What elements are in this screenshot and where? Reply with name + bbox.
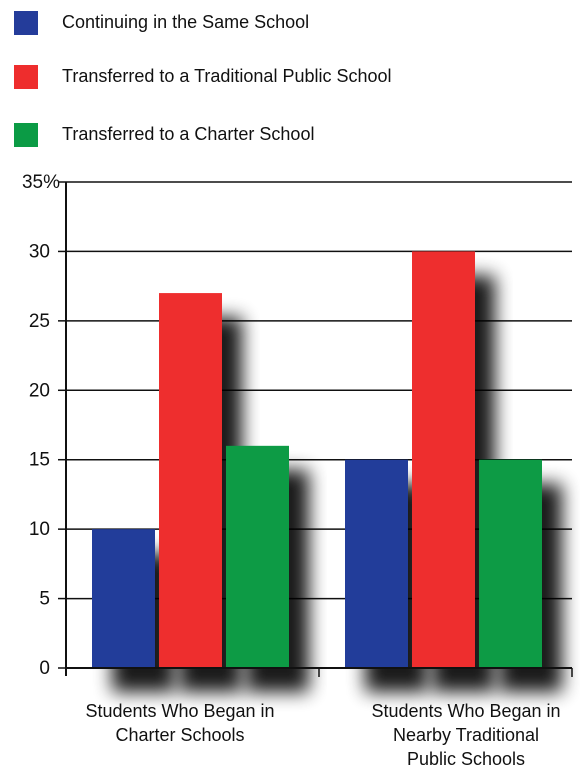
y-tick-label: 15 bbox=[29, 450, 50, 471]
legend-label: Transferred to a Charter School bbox=[62, 124, 314, 144]
x-category-labels: Students Who Began in Charter SchoolsStud… bbox=[85, 701, 560, 769]
y-tick-labels: 0 5 10 15 20 25 30 35% bbox=[22, 172, 60, 679]
bar bbox=[345, 459, 408, 668]
legend-swatch bbox=[14, 65, 38, 89]
y-tick-label: 10 bbox=[29, 519, 50, 540]
legend-swatch bbox=[14, 123, 38, 147]
x-category-label-line: Students Who Began in bbox=[85, 701, 274, 721]
axes bbox=[58, 181, 573, 677]
x-category-label-line: Public Schools bbox=[407, 749, 525, 769]
legend-swatch bbox=[14, 11, 38, 35]
y-tick-label: 20 bbox=[29, 380, 50, 401]
y-tick-label: 25 bbox=[29, 311, 50, 332]
y-tick-label: 0 bbox=[39, 658, 50, 679]
bar bbox=[412, 251, 475, 668]
legend-label: Continuing in the Same School bbox=[62, 12, 309, 32]
bar bbox=[479, 459, 542, 668]
bars bbox=[92, 251, 542, 668]
x-category-label-line: Nearby Traditional bbox=[393, 725, 539, 745]
x-category-label: Students Who Began in Charter Schools bbox=[85, 701, 274, 745]
y-tick-label: 5 bbox=[39, 589, 50, 610]
legend-label: Transferred to a Traditional Public Scho… bbox=[62, 66, 392, 86]
bar bbox=[226, 445, 289, 668]
x-category-label-line: Charter Schools bbox=[115, 725, 244, 745]
bar bbox=[159, 293, 222, 668]
x-category-label: Students Who Began in Nearby Traditional P… bbox=[371, 701, 560, 769]
x-category-label-line: Students Who Began in bbox=[371, 701, 560, 721]
y-tick-label: 30 bbox=[29, 241, 50, 262]
legend: Continuing in the Same School Transferred… bbox=[14, 11, 392, 147]
bar bbox=[92, 529, 155, 668]
y-tick-label: 35% bbox=[22, 172, 60, 193]
